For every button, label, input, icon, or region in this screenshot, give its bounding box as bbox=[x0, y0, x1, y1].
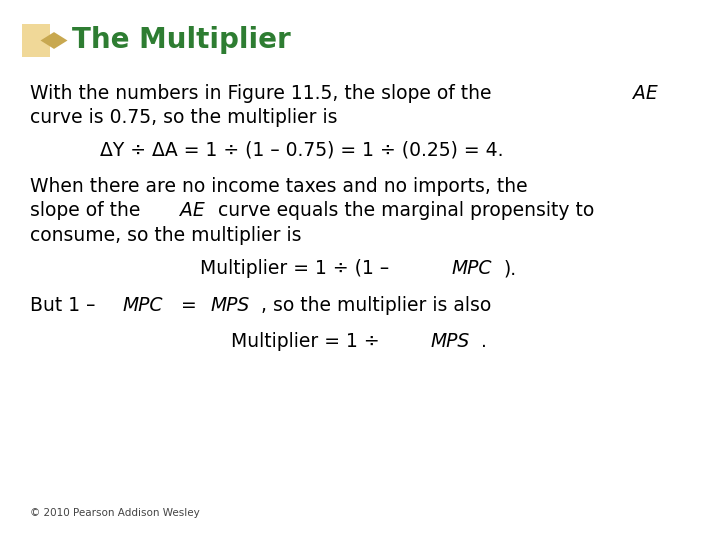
Text: MPS: MPS bbox=[210, 296, 250, 315]
Bar bbox=[22, 24, 50, 57]
Text: MPS: MPS bbox=[431, 332, 470, 351]
Text: Multiplier = 1 ÷ (1 –: Multiplier = 1 ÷ (1 – bbox=[199, 259, 395, 278]
Text: With the numbers in Figure 11.5, the slope of the: With the numbers in Figure 11.5, the slo… bbox=[30, 84, 498, 103]
Text: The Multiplier: The Multiplier bbox=[72, 26, 291, 55]
Polygon shape bbox=[40, 32, 68, 49]
Text: But 1 –: But 1 – bbox=[30, 296, 102, 315]
Text: consume, so the multiplier is: consume, so the multiplier is bbox=[30, 226, 302, 245]
Text: ΔY ÷ ΔA = 1 ÷ (1 – 0.75) = 1 ÷ (0.25) = 4.: ΔY ÷ ΔA = 1 ÷ (1 – 0.75) = 1 ÷ (0.25) = … bbox=[99, 140, 503, 159]
Text: ).: ). bbox=[503, 259, 517, 278]
Text: When there are no income taxes and no imports, the: When there are no income taxes and no im… bbox=[30, 177, 528, 196]
Text: curve is 0.75, so the multiplier is: curve is 0.75, so the multiplier is bbox=[30, 108, 338, 127]
Text: slope of the: slope of the bbox=[30, 201, 147, 220]
Text: =: = bbox=[174, 296, 202, 315]
Text: © 2010 Pearson Addison Wesley: © 2010 Pearson Addison Wesley bbox=[30, 508, 200, 518]
Text: curve equals the marginal propensity to: curve equals the marginal propensity to bbox=[212, 201, 595, 220]
Text: MPC: MPC bbox=[451, 259, 492, 278]
Text: , so the multiplier is also: , so the multiplier is also bbox=[261, 296, 491, 315]
Text: Multiplier = 1 ÷: Multiplier = 1 ÷ bbox=[231, 332, 386, 351]
Text: MPC: MPC bbox=[122, 296, 163, 315]
Text: AE: AE bbox=[181, 201, 205, 220]
Text: AE: AE bbox=[634, 84, 658, 103]
Text: .: . bbox=[481, 332, 487, 351]
